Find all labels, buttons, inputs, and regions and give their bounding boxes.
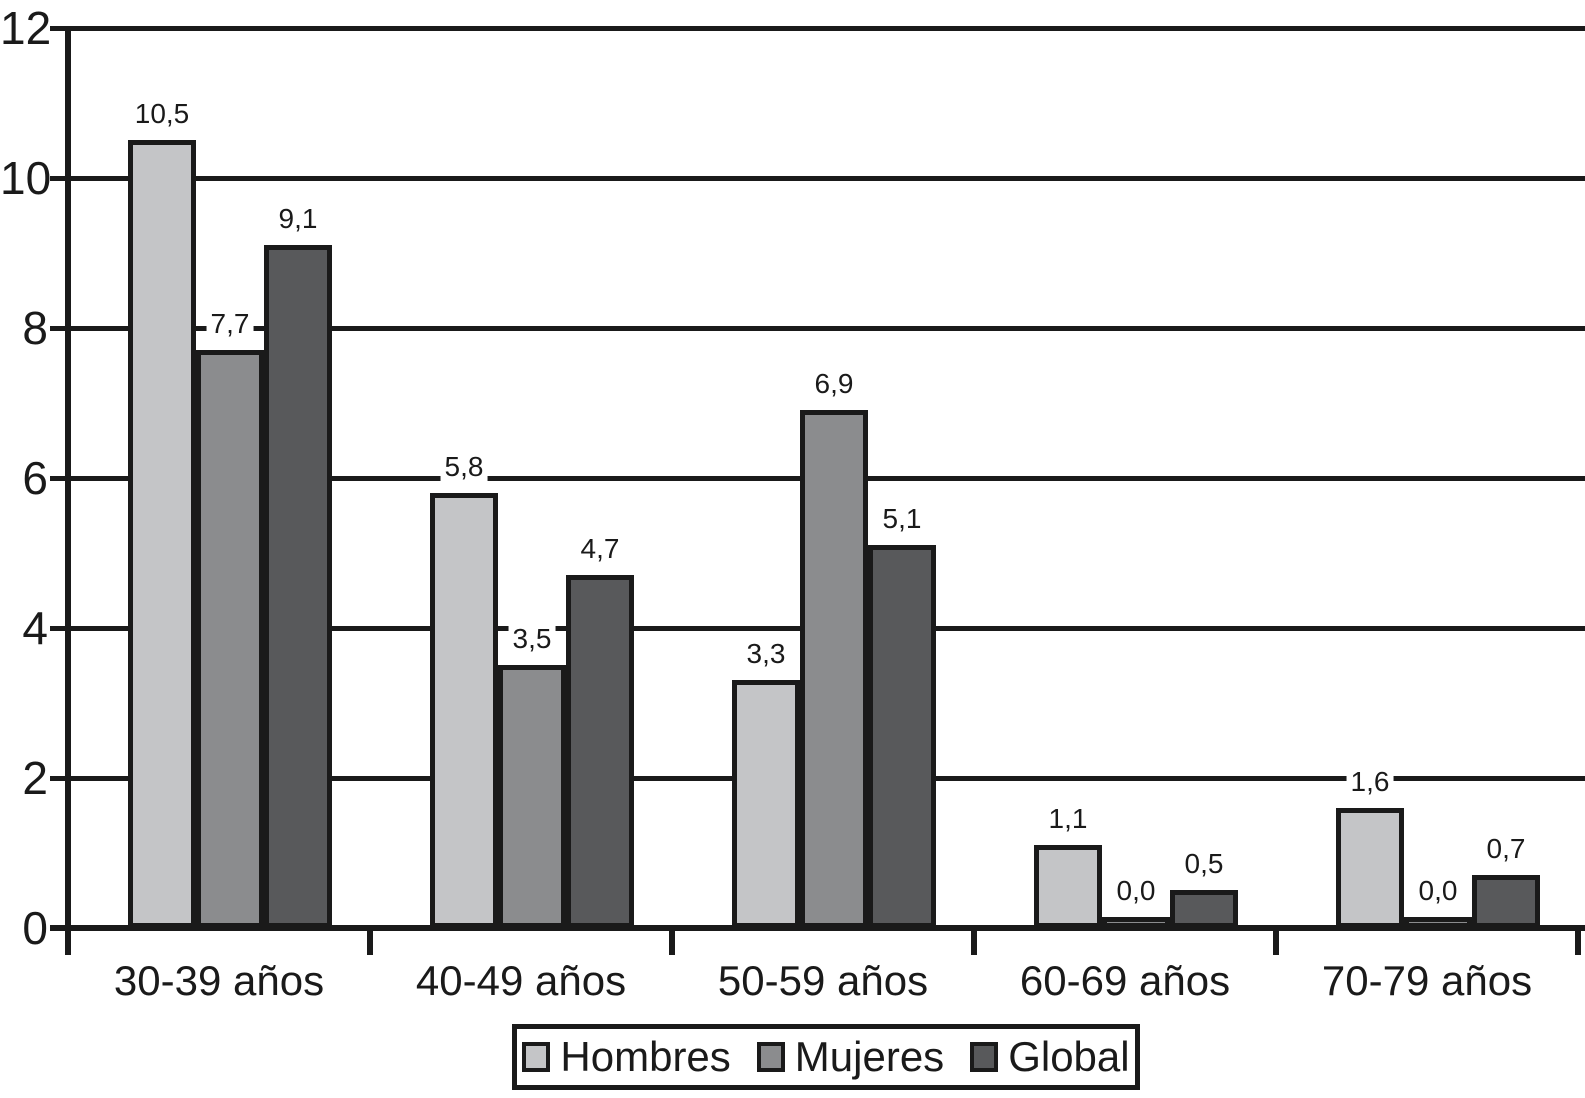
bar-value-label: 0,5 bbox=[1180, 848, 1228, 880]
bar-global-1 bbox=[264, 245, 332, 928]
x-axis-tick bbox=[65, 928, 71, 955]
bar-value-label: 0,0 bbox=[1414, 875, 1462, 907]
x-axis-tick bbox=[669, 928, 675, 955]
bar-hombres-4 bbox=[1034, 845, 1102, 928]
x-category-label: 60-69 años bbox=[1019, 957, 1231, 1004]
legend-item-global: Global bbox=[970, 1033, 1130, 1080]
bar-hombres-5 bbox=[1336, 808, 1404, 928]
x-category-label: 70-79 años bbox=[1321, 957, 1533, 1004]
bar-value-label: 3,5 bbox=[508, 623, 556, 655]
legend-label: Global bbox=[1008, 1033, 1130, 1080]
legend-item-mujeres: Mujeres bbox=[756, 1033, 945, 1080]
bar-value-label: 1,6 bbox=[1346, 766, 1394, 798]
gridline-y-12 bbox=[50, 26, 1585, 31]
legend-label: Mujeres bbox=[794, 1033, 945, 1080]
legend-label: Hombres bbox=[560, 1033, 731, 1080]
bar-value-label: 5,1 bbox=[878, 503, 926, 535]
bar-global-2 bbox=[566, 575, 634, 928]
legend-swatch-mujeres bbox=[756, 1042, 785, 1072]
x-category-label: 50-59 años bbox=[717, 957, 929, 1004]
bar-value-label: 1,1 bbox=[1044, 803, 1092, 835]
bar-mujeres-3 bbox=[800, 410, 868, 928]
y-tick-label: 4 bbox=[22, 602, 48, 654]
y-axis-line bbox=[65, 28, 71, 943]
y-tick-label: 12 bbox=[0, 2, 52, 54]
bar-value-label: 0,7 bbox=[1482, 833, 1530, 865]
x-axis-tick bbox=[1273, 928, 1279, 955]
x-axis-tick bbox=[367, 928, 373, 955]
x-axis-line bbox=[50, 925, 1585, 931]
bar-hombres-2 bbox=[430, 493, 498, 928]
bar-mujeres-2 bbox=[498, 665, 566, 928]
bar-global-4 bbox=[1170, 890, 1238, 928]
bar-value-label: 10,5 bbox=[130, 98, 194, 130]
legend-swatch-hombres bbox=[522, 1042, 551, 1072]
gridline-y-10 bbox=[50, 176, 1585, 181]
bar-global-5 bbox=[1472, 875, 1540, 928]
bar-mujeres-1 bbox=[196, 350, 264, 928]
bar-hombres-3 bbox=[732, 680, 800, 928]
y-tick-label: 0 bbox=[22, 902, 48, 954]
bar-value-label: 7,7 bbox=[206, 308, 254, 340]
x-axis-tick bbox=[971, 928, 977, 955]
y-tick-label: 8 bbox=[22, 302, 48, 354]
legend: Hombres Mujeres Global bbox=[512, 1024, 1140, 1090]
legend-item-hombres: Hombres bbox=[522, 1033, 731, 1080]
gridline-y-8 bbox=[50, 326, 1585, 331]
bar-value-label: 9,1 bbox=[274, 203, 322, 235]
y-tick-label: 10 bbox=[0, 152, 52, 204]
x-axis-tick bbox=[1575, 928, 1581, 955]
y-tick-label: 6 bbox=[22, 452, 48, 504]
x-category-label: 40-49 años bbox=[415, 957, 627, 1004]
y-tick-label: 2 bbox=[22, 752, 48, 804]
bar-value-label: 0,0 bbox=[1112, 875, 1160, 907]
bar-global-3 bbox=[868, 545, 936, 928]
x-category-label: 30-39 años bbox=[113, 957, 325, 1004]
bar-value-label: 4,7 bbox=[576, 533, 624, 565]
bar-hombres-1 bbox=[128, 140, 196, 928]
legend-swatch-global bbox=[970, 1042, 999, 1072]
bar-value-label: 3,3 bbox=[742, 638, 790, 670]
bar-value-label: 5,8 bbox=[440, 451, 488, 483]
bar-value-label: 6,9 bbox=[810, 368, 858, 400]
